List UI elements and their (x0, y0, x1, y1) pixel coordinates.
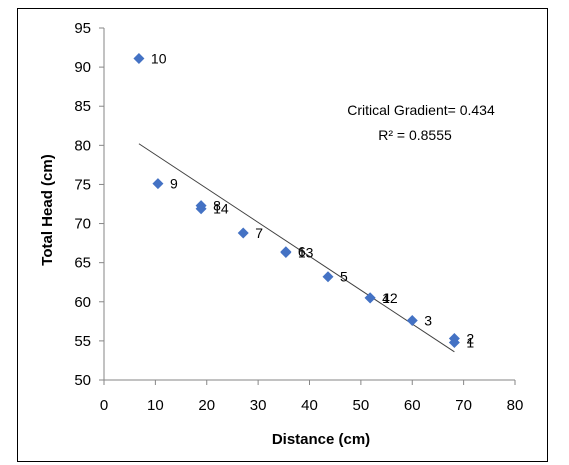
x-tick-label: 80 (507, 397, 524, 414)
y-axis-title: Total Head (cm) (39, 154, 56, 265)
y-tick-labels: 50 55 60 65 70 75 80 85 90 95 (74, 20, 91, 389)
data-point-label: 9 (170, 176, 178, 192)
data-point (152, 178, 164, 190)
data-point (406, 315, 418, 327)
data-point (364, 292, 376, 304)
x-tick-label: 40 (301, 397, 318, 414)
x-tick-label: 50 (353, 397, 370, 414)
x-tick-label: 70 (455, 397, 472, 414)
y-tick-label: 85 (74, 98, 91, 115)
data-point-label: 12 (382, 290, 398, 306)
x-tick-labels: 0 10 20 30 40 50 60 70 80 (100, 397, 524, 414)
y-tick-label: 50 (74, 372, 91, 389)
chart-frame: 0 10 20 30 40 50 60 70 80 50 55 60 65 70 75 80 85 90 95 1… (17, 8, 548, 462)
data-point-label: 7 (255, 225, 263, 241)
data-point (280, 246, 292, 258)
y-tick-label: 65 (74, 255, 91, 272)
data-point-label: 2 (466, 331, 474, 347)
y-tick-label: 55 (74, 333, 91, 350)
point-labels: 12 3 4 5 6 7 8 9 10 12 13 14 (151, 51, 474, 351)
x-tick-label: 20 (198, 397, 215, 414)
trendline (138, 143, 455, 353)
y-tick-label: 75 (74, 176, 91, 193)
x-tick-label: 10 (147, 397, 164, 414)
data-point-label: 4 (382, 290, 390, 306)
data-point (448, 333, 460, 345)
y-tick-label: 80 (74, 137, 91, 154)
x-tick-label: 0 (100, 397, 108, 414)
data-point-label: 3 (424, 313, 432, 329)
data-point-label: 1 (466, 334, 474, 350)
trendline-path (138, 143, 455, 353)
data-point-label: 10 (151, 51, 167, 67)
data-point-label: 5 (340, 269, 348, 285)
y-tick-label: 95 (74, 20, 91, 37)
data-point-label: 8 (213, 198, 221, 214)
x-tick-label: 30 (250, 397, 267, 414)
data-point-label: 6 (298, 244, 306, 260)
r-squared-annotation: R² = 0.8555 (378, 127, 452, 143)
y-tick-label: 60 (74, 294, 91, 311)
data-point-label: 14 (213, 201, 229, 217)
data-point (322, 271, 334, 283)
data-point (195, 203, 207, 215)
axes (99, 27, 516, 385)
data-points (133, 53, 460, 348)
y-tick-label: 90 (74, 59, 91, 76)
data-point (133, 53, 145, 65)
y-tick-label: 70 (74, 216, 91, 233)
x-tick-label: 60 (404, 397, 421, 414)
data-point-label: 13 (298, 244, 314, 260)
data-point (237, 227, 249, 239)
gradient-annotation: Critical Gradient= 0.434 (347, 102, 495, 118)
x-axis-title: Distance (cm) (272, 431, 370, 448)
